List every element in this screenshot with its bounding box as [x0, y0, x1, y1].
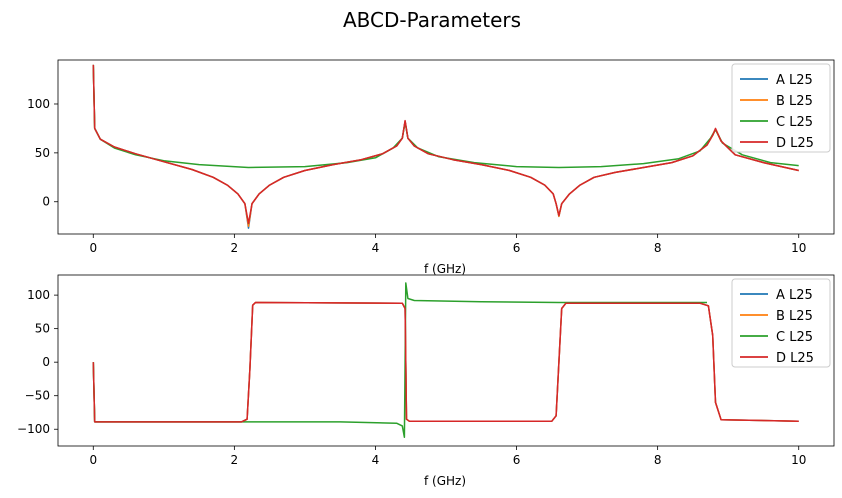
x-tick-label: 10 — [791, 241, 806, 255]
x-tick-label: 6 — [513, 241, 521, 255]
series-line-c-l25 — [92, 282, 707, 439]
series-line-a-l25 — [92, 301, 799, 423]
figure-title: ABCD-Parameters — [343, 8, 521, 32]
legend-label: C L25 — [776, 115, 813, 130]
series-lines — [92, 282, 799, 439]
series-line-b-l25 — [92, 301, 799, 423]
axes-frame — [57, 59, 835, 235]
y-tick-label: 50 — [35, 146, 50, 160]
legend-box — [731, 278, 831, 368]
x-tick-label: 4 — [372, 453, 380, 467]
series-line-d-l25 — [92, 301, 799, 423]
x-axis-label: f (GHz) — [424, 474, 466, 488]
x-tick-label: 2 — [231, 453, 239, 467]
y-tick-label: 0 — [42, 195, 50, 209]
legend: A L25 B L25 C L25 D L25 — [731, 63, 831, 153]
x-tick-label: 4 — [372, 241, 380, 255]
y-tick-label: 0 — [42, 355, 50, 369]
legend-box — [731, 63, 831, 153]
y-tick-label: −50 — [25, 389, 50, 403]
legend-label: A L25 — [776, 288, 813, 303]
y-tick-label: −100 — [17, 422, 50, 436]
x-tick-label: 0 — [89, 241, 97, 255]
x-axis-label: f (GHz) — [424, 262, 466, 276]
series-line-b-l25 — [92, 64, 799, 227]
legend-label: B L25 — [776, 309, 813, 324]
y-tick-label: 50 — [35, 322, 50, 336]
series-line-c-l25 — [92, 64, 799, 169]
legend-label: D L25 — [776, 136, 814, 151]
legend-label: B L25 — [776, 94, 813, 109]
x-tick-label: 6 — [513, 453, 521, 467]
y-tick-label: 100 — [27, 288, 50, 302]
legend-label: D L25 — [776, 351, 814, 366]
x-tick-label: 8 — [654, 453, 662, 467]
axes-frame — [57, 274, 835, 447]
series-line-d-l25 — [92, 64, 799, 224]
y-tick-label: 100 — [27, 97, 50, 111]
series-line-a-l25 — [92, 64, 799, 229]
legend-label: C L25 — [776, 330, 813, 345]
x-tick-label: 0 — [89, 453, 97, 467]
x-tick-label: 10 — [791, 453, 806, 467]
legend-label: A L25 — [776, 73, 813, 88]
series-lines — [92, 64, 799, 229]
x-tick-label: 2 — [231, 241, 239, 255]
bottom-plot: 0 2 4 6 8 10 −100 −50 0 50 100 f (GHz) A L25 B L25 C L… — [17, 274, 835, 488]
legend: A L25 B L25 C L25 D L25 — [731, 278, 831, 368]
x-tick-label: 8 — [654, 241, 662, 255]
